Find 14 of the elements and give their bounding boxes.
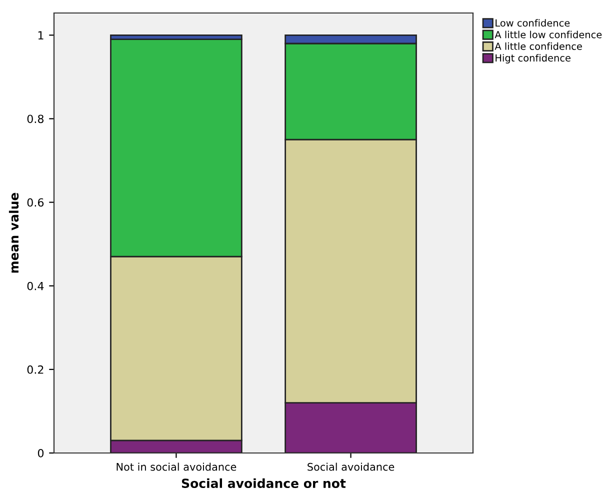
x-tick-label: Social avoidance [308,462,394,471]
y-tick-label: 0.6 [27,198,44,207]
x-axis-title: Social avoidance or not [182,478,346,488]
legend-label: Low confidence [496,19,570,27]
y-tick-label: 0 [38,448,44,458]
y-axis-title: mean value [8,192,19,273]
legend-label: Higt confidence [496,54,570,64]
y-tick-label: 0.4 [27,282,44,290]
legend-label: A little low confidence [494,30,602,38]
legend-label: A little confidence [494,42,582,50]
x-tick-label: Not in social avoidance [116,462,236,471]
y-tick-label: 1 [38,31,44,40]
y-tick-label: 0.2 [27,365,44,374]
y-tick-label: 0.8 [27,114,44,124]
